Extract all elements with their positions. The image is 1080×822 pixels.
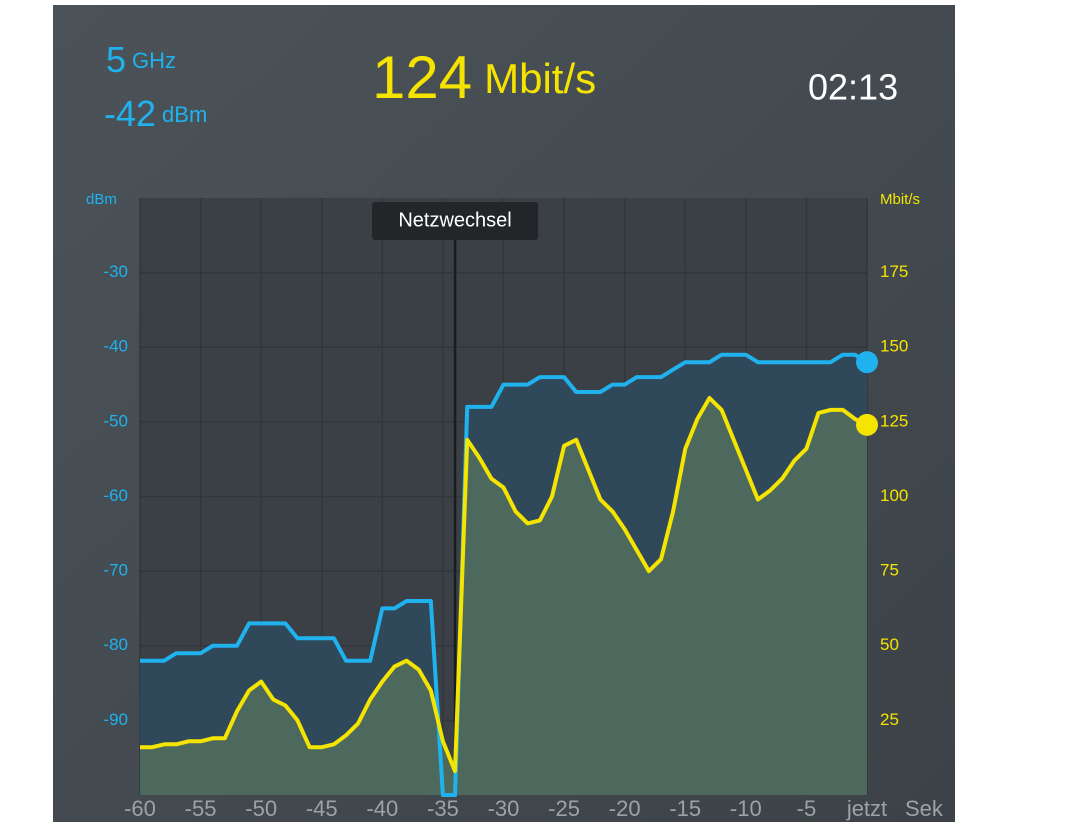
y2-tick-label: 50 — [880, 635, 899, 654]
series-line — [140, 352, 869, 797]
y2-tick-label: 175 — [880, 262, 908, 281]
y2-tick-label: 150 — [880, 337, 908, 356]
y2-axis-title: Mbit/s — [880, 191, 920, 208]
y2-tick-label: 125 — [880, 411, 908, 430]
current-dot — [856, 351, 878, 374]
band: 5 GHz — [106, 39, 176, 80]
x-tick-label: -55 — [185, 796, 217, 821]
x-tick-label: jetzt — [846, 796, 887, 821]
y-tick-label: -30 — [103, 262, 128, 281]
x-tick-label: -30 — [488, 796, 520, 821]
y2-tick-label: 25 — [880, 710, 899, 729]
y2-tick-label: 75 — [880, 561, 899, 580]
series-line — [140, 396, 868, 774]
x-tick-label: -35 — [427, 796, 459, 821]
x-axis-title: Sek — [905, 796, 944, 821]
x-tick-label: -40 — [366, 796, 398, 821]
series-area — [140, 398, 867, 795]
y2-tick-label: 100 — [880, 486, 908, 505]
band-unit: GHz — [132, 48, 176, 73]
x-tick-label: -20 — [609, 796, 641, 821]
annotation-label: Netzwechsel — [398, 209, 511, 231]
y-tick-label: -40 — [103, 337, 128, 356]
annotation-box — [372, 202, 539, 240]
x-tick-label: -10 — [730, 796, 762, 821]
x-tick-label: -15 — [669, 796, 701, 821]
x-tick-label: -50 — [245, 796, 277, 821]
y-tick-label: -80 — [103, 635, 128, 654]
y-tick-label: -60 — [103, 486, 128, 505]
x-tick-label: -60 — [124, 796, 156, 821]
clock: 02:13 — [808, 67, 898, 108]
y-tick-label: -90 — [103, 710, 128, 729]
band-value: 5 — [106, 39, 126, 80]
chart: -90 -80 -70 -60 -50 -40 -30 25 50 75 100 125 150 175 -… — [86, 191, 944, 821]
x-tick-label: -25 — [548, 796, 580, 821]
speed-value: 124 — [372, 44, 472, 111]
signal-unit: dBm — [162, 102, 207, 127]
x-tick-label: -5 — [797, 796, 817, 821]
y-tick-label: -50 — [103, 411, 128, 430]
y-tick-label: -70 — [103, 561, 128, 580]
signal-value: -42 — [104, 93, 156, 134]
x-tick-label: -45 — [306, 796, 338, 821]
speed: 124 Mbit/s — [372, 44, 596, 111]
current-dot — [856, 413, 878, 436]
y-axis-title: dBm — [86, 191, 117, 208]
speed-unit: Mbit/s — [484, 55, 596, 102]
signal: -42 dBm — [104, 93, 207, 134]
